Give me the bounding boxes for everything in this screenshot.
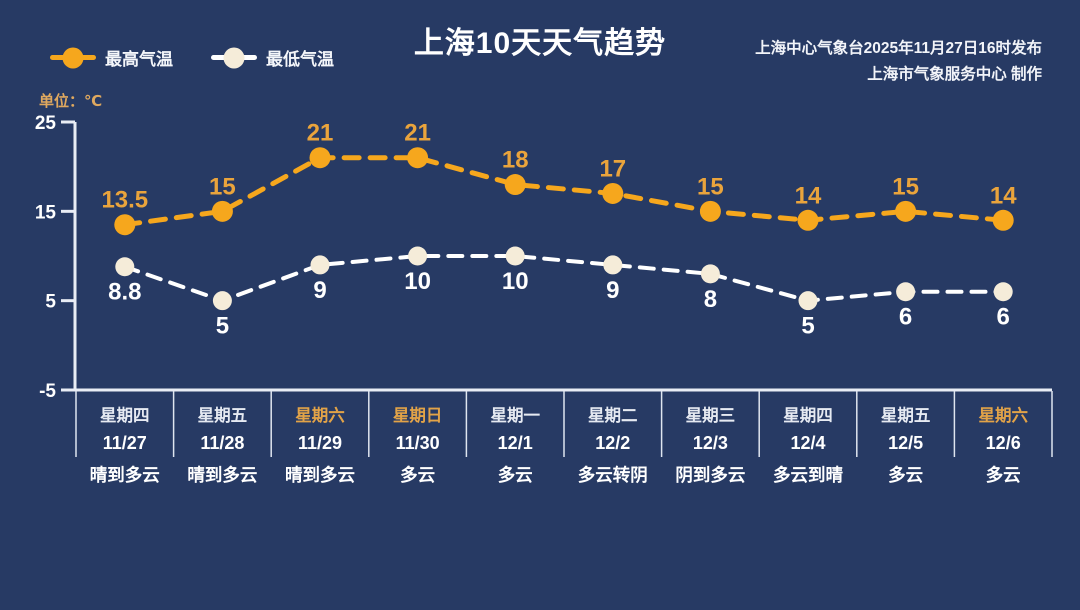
day-date-label: 11/27 (103, 433, 147, 453)
y-tick-label: 25 (35, 113, 57, 134)
min-temp-line (122, 254, 1006, 303)
min-temp-value: 9 (313, 277, 326, 304)
day-weekday-label: 星期四 (100, 406, 150, 425)
day-condition-label: 晴到多云 (187, 465, 257, 485)
day-date-label: 12/3 (693, 433, 728, 453)
min-temp-value: 10 (404, 268, 431, 295)
min-temp-line-swatch (211, 47, 257, 68)
y-tick-label: -5 (39, 381, 56, 402)
max-temp-point (407, 147, 429, 169)
min-temp-point (212, 291, 232, 311)
legend-max-label: 最高气温 (105, 50, 173, 69)
day-condition-label: 晴到多云 (285, 465, 355, 485)
min-temp-point (408, 246, 428, 266)
unit-label: 单位：℃ (39, 93, 103, 110)
max-temp-value: 18 (502, 147, 529, 174)
min-temp-value: 5 (216, 313, 229, 340)
day-date-label: 12/4 (790, 433, 825, 453)
day-condition-label: 多云 (400, 465, 435, 485)
min-temp-value: 10 (502, 268, 529, 295)
max-temp-point (504, 174, 526, 196)
day-weekday-label: 星期六 (295, 405, 345, 425)
day-date-label: 11/30 (396, 433, 440, 453)
day-condition-label: 多云 (888, 465, 923, 485)
max-temp-value: 14 (795, 182, 822, 209)
day-condition-label: 阴到多云 (675, 465, 745, 485)
max-temp-point (895, 200, 917, 222)
day-date-label: 12/5 (888, 433, 923, 453)
max-temp-line (122, 155, 1006, 228)
max-temp-value: 15 (697, 173, 724, 200)
max-temp-value: 15 (209, 173, 236, 200)
day-weekday-label: 星期一 (490, 406, 540, 425)
day-condition-label: 多云 (986, 465, 1021, 485)
max-temp-point (699, 200, 721, 222)
day-weekday-label: 星期四 (783, 406, 833, 425)
min-temp-point (993, 282, 1013, 302)
max-temp-line-swatch (50, 47, 96, 68)
day-weekday-label: 星期三 (686, 406, 736, 425)
day-date-label: 12/1 (498, 433, 533, 453)
day-condition-label: 晴到多云 (90, 465, 160, 485)
min-temp-value: 9 (606, 277, 619, 304)
day-date-label: 12/2 (595, 433, 630, 453)
legend: 最高气温 最低气温 (50, 45, 334, 70)
min-temp-point (310, 255, 330, 275)
min-temp-value: 8.8 (108, 279, 141, 306)
day-date-label: 12/6 (986, 433, 1021, 453)
max-temp-value: 14 (990, 182, 1017, 209)
max-temp-point (309, 147, 331, 169)
min-temp-value: 8 (704, 286, 717, 313)
max-temp-value: 21 (307, 120, 334, 147)
max-temp-point (211, 200, 233, 222)
min-temp-point (700, 264, 720, 284)
max-temp-value: 17 (599, 155, 626, 182)
max-temp-value: 21 (404, 120, 431, 147)
min-temp-point (603, 255, 623, 275)
day-condition-label: 多云转阴 (578, 465, 648, 485)
min-temp-point (798, 291, 818, 311)
legend-min-label: 最低气温 (266, 50, 334, 69)
issued-by-text: 上海中心气象台2025年11月27日16时发布 (755, 40, 1042, 57)
day-weekday-label: 星期五 (881, 406, 931, 425)
publisher-info: 上海中心气象台2025年11月27日16时发布 上海市气象服务中心 制作 (755, 36, 1042, 88)
day-weekday-label: 星期五 (198, 406, 248, 425)
max-temp-point (797, 209, 819, 231)
day-weekday-label: 星期日 (393, 406, 443, 425)
min-temp-value: 5 (801, 313, 814, 340)
legend-item-min-temp: 最低气温 (211, 45, 334, 70)
min-temp-point (505, 246, 525, 266)
page-title: 上海10天天气趋势 (413, 27, 667, 60)
produced-by-text: 上海市气象服务中心 制作 (867, 66, 1042, 83)
day-weekday-label: 星期二 (588, 406, 638, 425)
y-tick-label: 15 (35, 202, 57, 223)
max-temp-value: 15 (892, 173, 919, 200)
max-temp-point (602, 182, 624, 204)
min-temp-dot-icon (223, 47, 245, 68)
min-temp-point (896, 282, 916, 302)
day-condition-label: 多云到晴 (773, 465, 843, 485)
day-date-label: 11/29 (298, 433, 342, 453)
day-condition-label: 多云 (498, 465, 533, 485)
min-temp-value: 6 (899, 304, 912, 331)
max-temp-point (114, 214, 136, 236)
day-weekday-label: 星期六 (978, 405, 1028, 425)
y-tick-label: 5 (45, 292, 56, 313)
day-date-label: 11/28 (200, 433, 244, 453)
legend-item-max-temp: 最高气温 (50, 45, 173, 70)
min-temp-value: 6 (997, 304, 1010, 331)
max-temp-point (992, 209, 1014, 231)
max-temp-value: 13.5 (101, 187, 148, 214)
min-temp-point (115, 257, 135, 277)
max-temp-dot-icon (62, 47, 84, 68)
